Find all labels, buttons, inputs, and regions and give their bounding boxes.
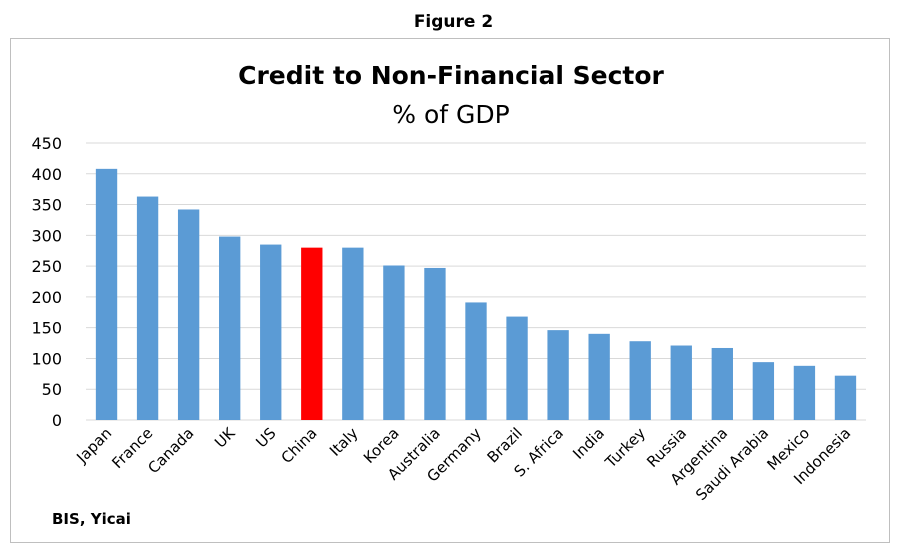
y-tick-label: 0 bbox=[52, 411, 62, 430]
bar-russia bbox=[670, 345, 692, 420]
bar-korea bbox=[383, 265, 405, 420]
bar-australia bbox=[424, 267, 446, 420]
chart-frame bbox=[10, 38, 890, 543]
bar-italy bbox=[342, 247, 364, 420]
chart-title: Credit to Non-Financial Sector bbox=[238, 61, 664, 90]
y-tick-label: 200 bbox=[31, 288, 62, 307]
bar-germany bbox=[465, 302, 487, 420]
bar-france bbox=[136, 196, 159, 420]
bar-uk bbox=[219, 236, 241, 420]
x-tick-label: US bbox=[252, 424, 279, 451]
bar-saudi-arabia bbox=[752, 362, 775, 420]
y-tick-label: 350 bbox=[31, 196, 62, 215]
source-note: BIS, Yicai bbox=[52, 510, 131, 528]
y-tick-label: 50 bbox=[42, 380, 62, 399]
chart-subtitle: % of GDP bbox=[392, 100, 509, 129]
x-tick-label: Turkey bbox=[601, 424, 649, 472]
bar-indonesia bbox=[834, 375, 857, 420]
bar-china bbox=[301, 247, 323, 420]
bar-turkey bbox=[629, 341, 651, 420]
y-tick-label: 250 bbox=[31, 257, 62, 276]
x-tick-label: China bbox=[278, 424, 321, 467]
bar-india bbox=[588, 333, 610, 420]
bar-canada bbox=[177, 209, 200, 420]
bar-mexico bbox=[793, 365, 816, 420]
figure-label: Figure 2 bbox=[413, 12, 494, 32]
x-tick-label: Saudi Arabia bbox=[692, 424, 772, 504]
bar-argentina bbox=[711, 347, 733, 420]
y-tick-label: 150 bbox=[31, 319, 62, 338]
y-tick-label: 400 bbox=[31, 165, 62, 184]
x-tick-label: Canada bbox=[144, 424, 197, 477]
x-tick-label: Italy bbox=[326, 424, 362, 460]
x-tick-label: UK bbox=[211, 423, 239, 451]
bar-s-africa bbox=[547, 330, 569, 420]
y-tick-label: 100 bbox=[31, 349, 62, 368]
y-tick-label: 450 bbox=[31, 134, 62, 153]
bar-us bbox=[260, 244, 282, 420]
y-tick-label: 300 bbox=[31, 226, 62, 245]
bar-brazil bbox=[506, 316, 528, 420]
bar-japan bbox=[95, 168, 118, 420]
